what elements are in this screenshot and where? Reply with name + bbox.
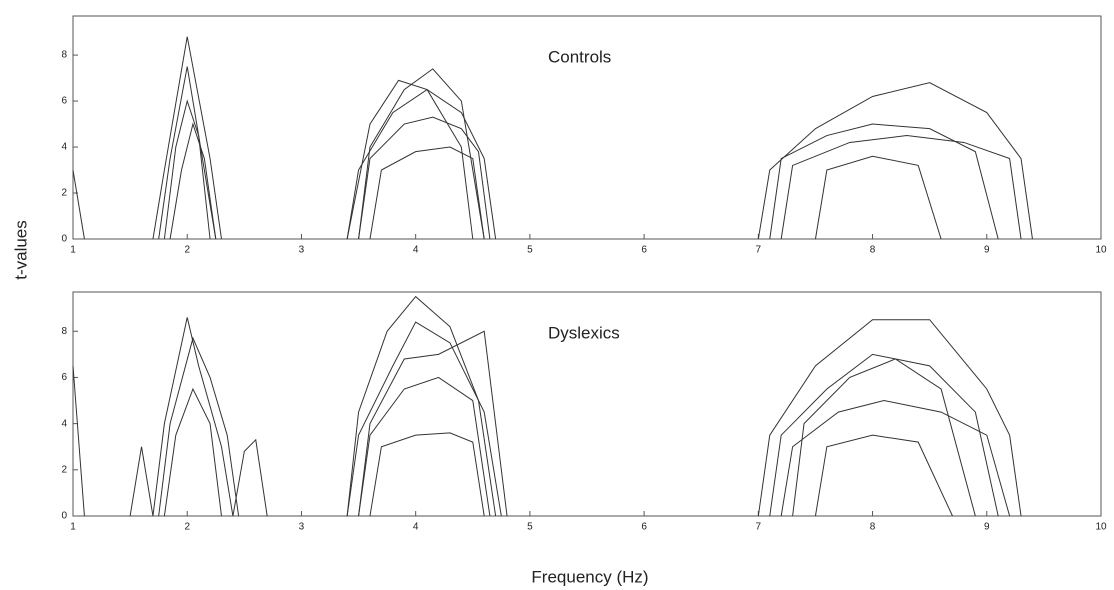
line <box>346 321 502 517</box>
y-tick-label: 6 <box>61 372 67 383</box>
x-tick-label: 6 <box>641 245 647 256</box>
x-tick-label: 4 <box>413 522 419 533</box>
x-tick-label: 3 <box>299 522 305 533</box>
line <box>780 400 1011 517</box>
x-tick-label: 2 <box>184 522 190 533</box>
x-tick-label: 9 <box>984 245 990 256</box>
panel-label: Controls <box>548 47 611 66</box>
y-tick-label: 0 <box>61 234 67 245</box>
y-tick-label: 8 <box>61 50 67 61</box>
line <box>72 169 85 240</box>
x-tick-label: 8 <box>870 245 876 256</box>
line <box>346 79 474 240</box>
line <box>792 358 976 517</box>
y-tick-label: 2 <box>61 464 67 475</box>
line <box>814 434 953 517</box>
line <box>169 122 217 240</box>
line <box>158 66 217 240</box>
line <box>158 336 240 517</box>
line <box>369 146 485 240</box>
x-tick-label: 5 <box>527 245 533 256</box>
line <box>757 319 1022 517</box>
plot-frame <box>72 15 1102 240</box>
line <box>358 116 491 240</box>
line <box>72 365 85 517</box>
x-tick-label: 4 <box>413 245 419 256</box>
x-tick-label: 9 <box>984 522 990 533</box>
line <box>129 446 154 517</box>
line <box>769 123 999 240</box>
x-tick-label: 1 <box>70 245 76 256</box>
y-tick-label: 4 <box>61 418 67 429</box>
y-tick-label: 4 <box>61 142 67 153</box>
line <box>780 135 1022 240</box>
x-tick-label: 5 <box>527 522 533 533</box>
panel-label: Dyslexics <box>548 323 620 342</box>
plot-frame <box>72 291 1102 517</box>
line <box>369 432 485 517</box>
x-tick-label: 10 <box>1095 522 1107 533</box>
x-tick-label: 10 <box>1095 245 1107 256</box>
line <box>163 99 211 240</box>
y-tick-label: 0 <box>61 511 67 522</box>
line <box>358 68 485 240</box>
line <box>769 353 999 517</box>
line <box>358 330 508 517</box>
line <box>358 376 491 517</box>
y-axis-label: t-values <box>11 220 30 280</box>
x-tick-label: 7 <box>756 245 762 256</box>
line <box>814 155 942 240</box>
line <box>163 387 222 517</box>
y-tick-label: 2 <box>61 188 67 199</box>
x-tick-label: 2 <box>184 245 190 256</box>
y-tick-label: 8 <box>61 326 67 337</box>
x-tick-label: 3 <box>299 245 305 256</box>
x-axis-label: Frequency (Hz) <box>531 567 648 586</box>
x-tick-label: 8 <box>870 522 876 533</box>
x-tick-label: 1 <box>70 522 76 533</box>
x-tick-label: 6 <box>641 522 647 533</box>
line <box>152 36 222 240</box>
y-tick-label: 6 <box>61 96 67 107</box>
line <box>232 438 268 517</box>
x-tick-label: 7 <box>756 522 762 533</box>
line <box>152 317 234 517</box>
line <box>757 82 1033 240</box>
